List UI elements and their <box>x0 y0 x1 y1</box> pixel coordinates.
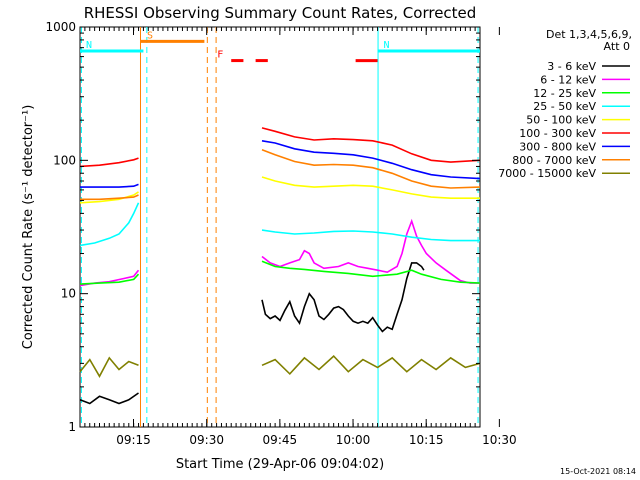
legend-header-line-1: Det 1,3,4,5,6,9, <box>546 28 632 41</box>
legend-label-4: 50 - 100 keV <box>526 114 596 127</box>
chart-title: RHESSI Observing Summary Count Rates, Co… <box>84 4 477 22</box>
annotation-bars: S N N F <box>80 30 480 63</box>
annotation-label-1: N <box>86 40 92 51</box>
series-line-8-segment-1 <box>261 354 481 376</box>
annotation-label-0: S <box>147 30 153 41</box>
x-axis-label: Start Time (29-Apr-06 09:04:02) <box>176 457 384 472</box>
legend-label-7: 800 - 7000 keV <box>512 154 596 167</box>
series-line-4-segment-1 <box>261 176 480 199</box>
footer-timestamp: 15-Oct-2021 08:14 <box>560 467 636 476</box>
series-line-6-segment-1 <box>261 140 481 180</box>
legend-label-2: 12 - 25 keV <box>533 87 596 100</box>
vertical-markers <box>80 27 479 427</box>
series-line-3-segment-1 <box>261 229 480 242</box>
legend-label-1: 6 - 12 keV <box>540 73 596 86</box>
x-tick-label-4: 10:15 <box>409 433 444 447</box>
y-tick-label-0: 1000 <box>45 20 76 34</box>
series-line-5-segment-1 <box>261 127 481 163</box>
series-line-2-segment-1 <box>261 260 481 284</box>
series-line-3-segment-0 <box>79 202 140 247</box>
series-line-0-segment-1 <box>261 262 425 333</box>
x-tick-label-5: 10:30 <box>482 433 517 447</box>
x-tick-label-1: 09:30 <box>189 433 224 447</box>
annotation-label-2: N <box>384 40 390 51</box>
y-axis-label: Corrected Count Rate (s⁻¹ detector⁻¹) <box>21 105 36 350</box>
series-line-5-segment-0 <box>79 157 139 168</box>
series-line-8-segment-0 <box>79 356 139 378</box>
legend-label-0: 3 - 6 keV <box>547 60 596 73</box>
series-line-7-segment-1 <box>261 149 481 189</box>
x-axis-ticks: 09:15 09:30 09:45 10:00 10:15 10:30 <box>84 27 517 447</box>
series-lines <box>79 127 481 405</box>
annotation-label-3: F <box>217 50 223 61</box>
legend-label-3: 25 - 50 keV <box>533 100 596 113</box>
series-line-2-segment-0 <box>79 273 140 285</box>
series-line-0-segment-0 <box>79 392 139 405</box>
x-tick-label-2: 09:45 <box>263 433 298 447</box>
series-line-1-segment-1 <box>261 218 480 284</box>
y-axis-ticks: 1000 100 10 1 <box>45 20 480 434</box>
legend-label-5: 100 - 300 keV <box>519 127 596 140</box>
y-tick-label-1: 100 <box>53 153 76 167</box>
legend-label-8: 7000 - 15000 keV <box>498 167 596 180</box>
legend-label-6: 300 - 800 keV <box>519 140 596 153</box>
series-line-4-segment-0 <box>79 191 139 204</box>
legend-header-line-2: Att 0 <box>604 40 630 53</box>
series-line-7-segment-0 <box>80 194 139 201</box>
y-tick-label-3: 1 <box>68 420 76 434</box>
plot-area: S N N F 1000 100 10 1 09:15 09:30 09:45 10:00 10:1… <box>45 20 516 447</box>
y-tick-label-2: 10 <box>61 287 76 301</box>
series-line-6-segment-0 <box>80 183 139 188</box>
x-tick-label-0: 09:15 <box>116 433 151 447</box>
x-tick-label-3: 10:00 <box>336 433 371 447</box>
